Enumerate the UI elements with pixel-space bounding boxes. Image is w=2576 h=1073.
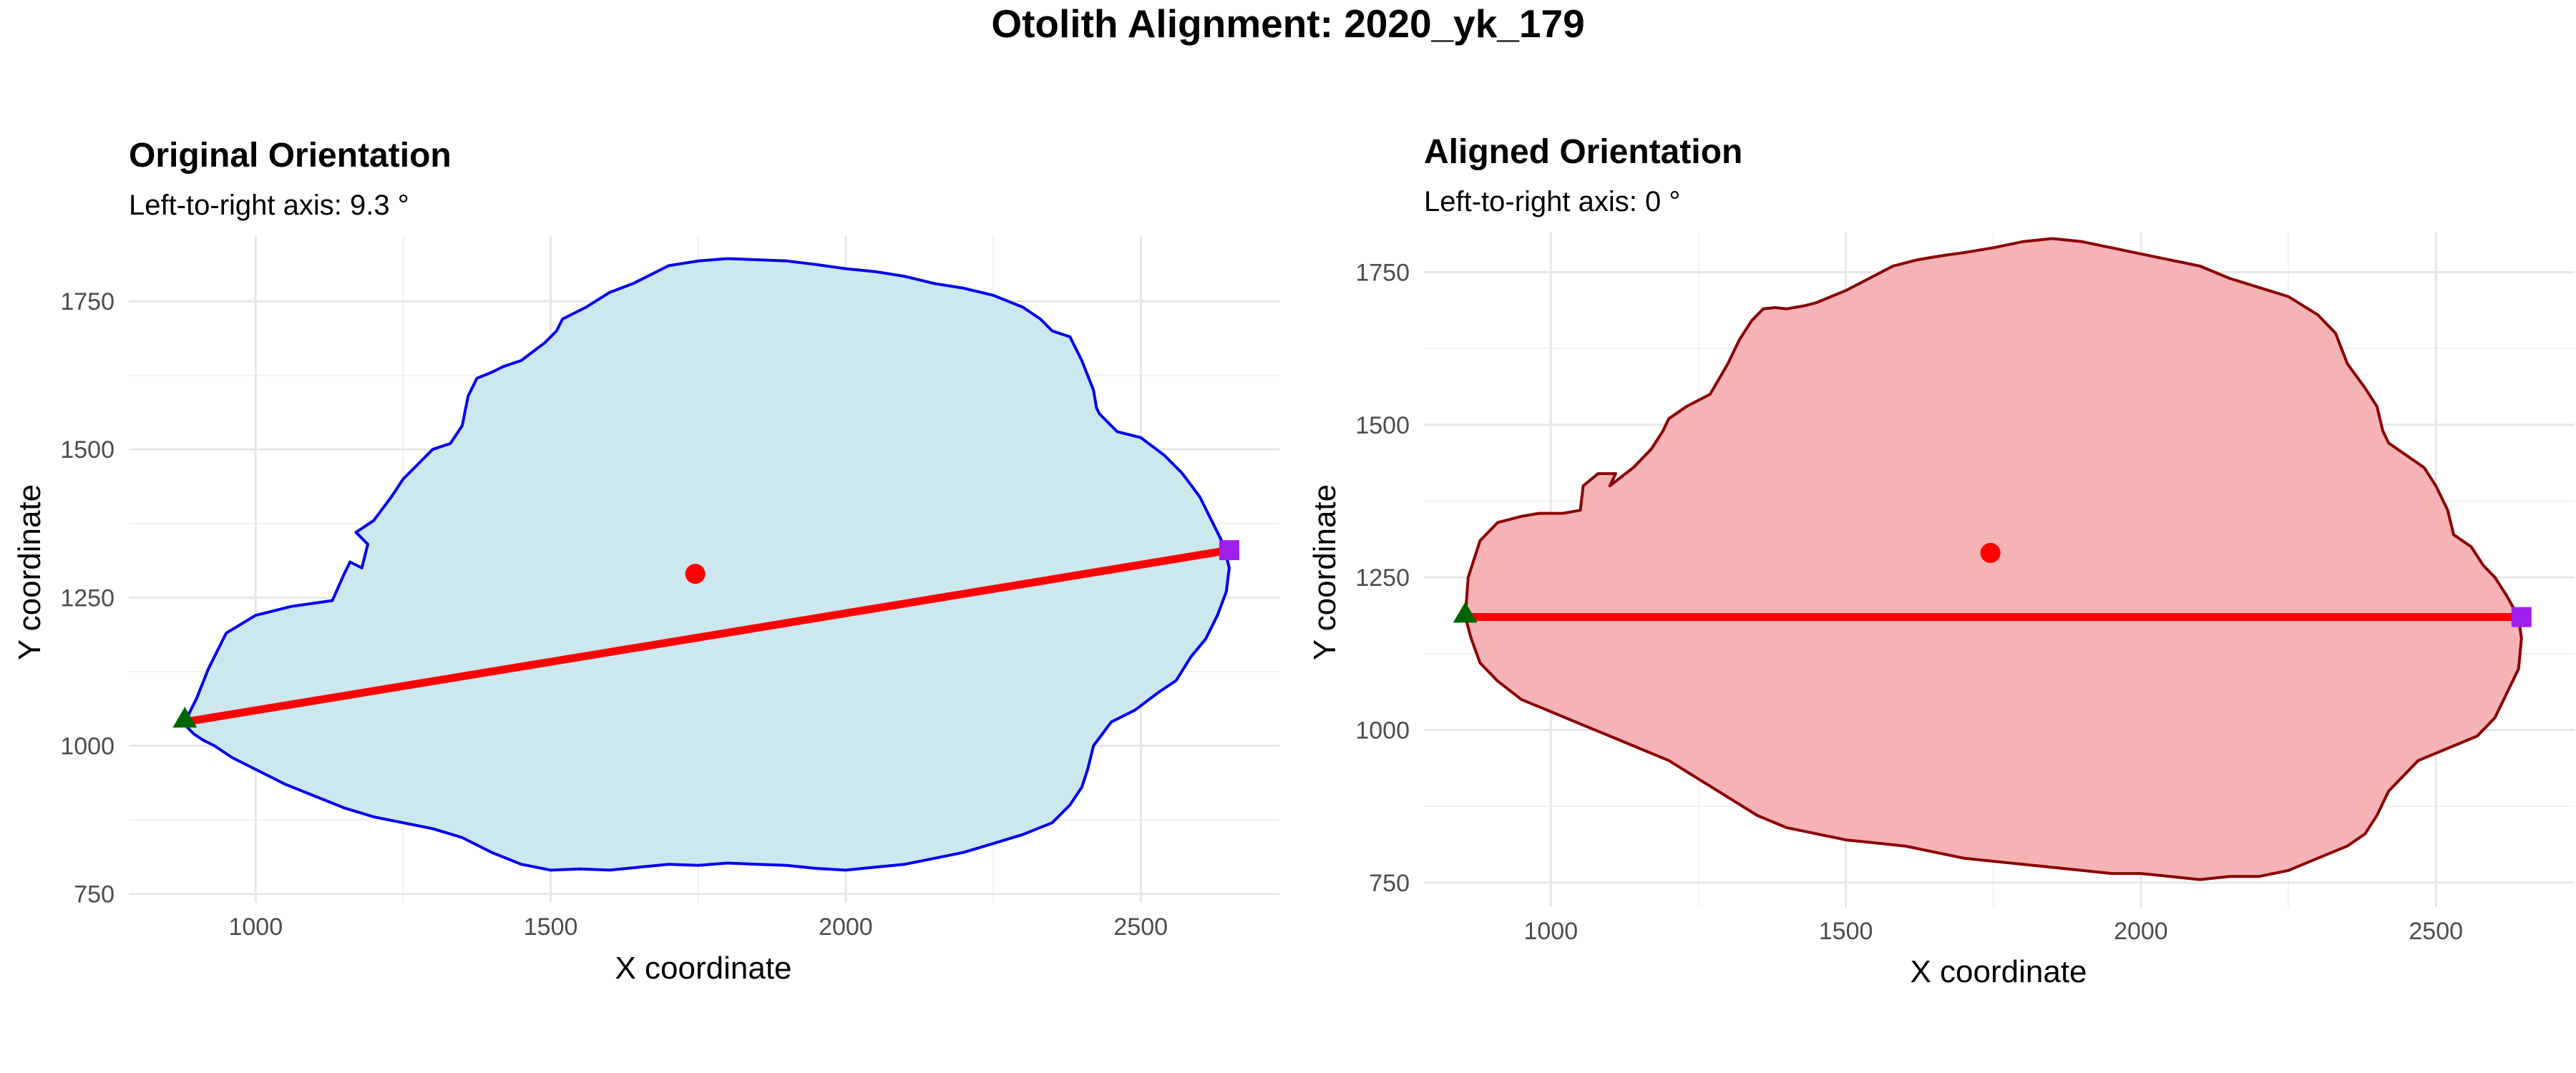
- y-tick-label: 1250: [60, 584, 114, 612]
- x-axis-title-aligned: X coordinate: [1910, 954, 2087, 989]
- centroid-point: [1980, 543, 2001, 564]
- panel-aligned: Aligned Orientation Left-to-right axis: …: [1307, 133, 2575, 989]
- y-tick-label: 750: [74, 881, 114, 908]
- right-endpoint-marker: [1219, 540, 1239, 561]
- x-tick-labels-original: 1000 1500 2000 2500: [228, 913, 1168, 941]
- x-tick-label: 1000: [228, 913, 283, 941]
- left-right-axis-line: [184, 546, 1230, 726]
- panel-subtitle-aligned: Left-to-right axis: 0 °: [1424, 186, 1680, 217]
- y-tick-label: 1000: [60, 733, 114, 760]
- y-axis-title-original: Y coordinate: [12, 484, 47, 660]
- plot-area-aligned: [1453, 237, 2532, 881]
- x-tick-label: 2000: [819, 913, 873, 941]
- y-tick-label: 750: [1369, 870, 1410, 897]
- centroid-point: [685, 564, 706, 584]
- x-tick-label: 2000: [2114, 918, 2168, 945]
- right-endpoint-marker: [2511, 607, 2532, 627]
- y-tick-label: 1750: [1355, 259, 1410, 286]
- x-tick-labels-aligned: 1000 1500 2000 2500: [1523, 918, 2463, 945]
- panel-title-original: Original Orientation: [129, 137, 452, 175]
- x-tick-label: 1500: [1819, 918, 1873, 945]
- y-tick-label: 1250: [1355, 564, 1410, 592]
- panel-title-aligned: Aligned Orientation: [1424, 133, 1742, 171]
- y-tick-label: 1500: [60, 436, 114, 464]
- panel-original: Original Orientation Left-to-right axis:…: [12, 137, 1279, 986]
- figure-title: Otolith Alignment: 2020_yk_179: [991, 1, 1584, 46]
- plot-area-original: [172, 257, 1239, 872]
- y-tick-label: 1500: [1355, 412, 1410, 439]
- left-endpoint-marker: [172, 707, 197, 728]
- x-axis-title-original: X coordinate: [615, 951, 791, 986]
- x-tick-label: 1000: [1523, 918, 1578, 945]
- panel-subtitle-original: Left-to-right axis: 9.3 °: [129, 190, 409, 221]
- x-tick-label: 1500: [524, 913, 578, 941]
- y-tick-label: 1000: [1355, 717, 1410, 745]
- x-tick-label: 2500: [1113, 913, 1168, 941]
- y-tick-label: 1750: [60, 288, 114, 315]
- y-axis-title-aligned: Y coordinate: [1307, 484, 1342, 660]
- y-tick-labels-aligned: 750 1000 1250 1500 1750: [1355, 259, 1410, 896]
- otolith-outline: [183, 257, 1231, 872]
- x-tick-label: 2500: [2409, 918, 2463, 945]
- y-tick-labels-original: 750 1000 1250 1500 1750: [60, 288, 114, 908]
- left-endpoint-marker: [1453, 602, 1478, 623]
